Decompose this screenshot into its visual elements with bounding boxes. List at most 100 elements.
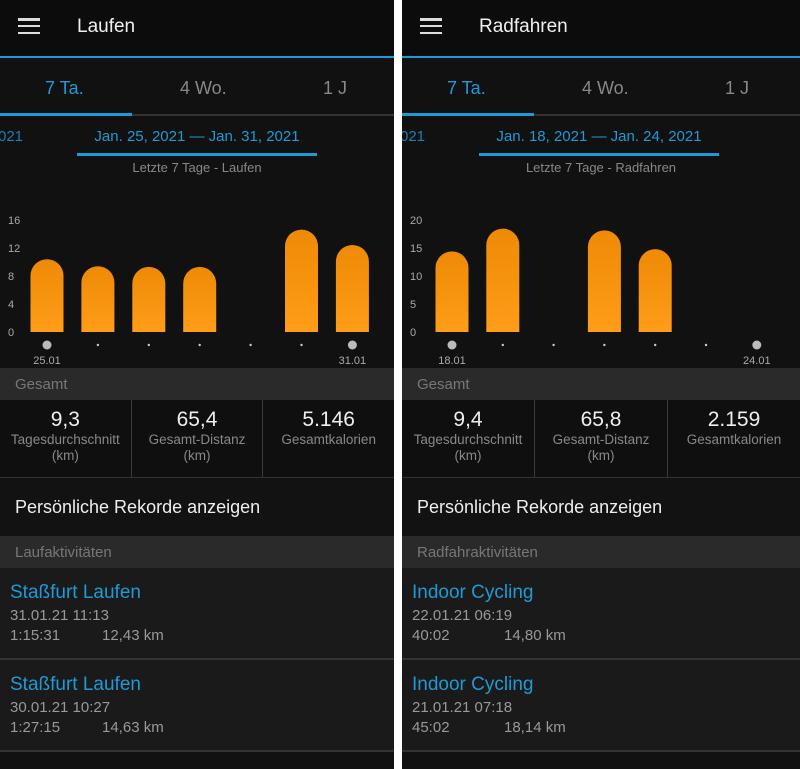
previous-range[interactable]: 021 bbox=[402, 128, 426, 145]
tab-0[interactable]: 7 Ta. bbox=[447, 78, 486, 98]
activity-list-item[interactable]: Staßfurt Laufen 31.01.21 11:13 1:15:31 12… bbox=[0, 568, 394, 660]
y-tick-label: 10 bbox=[410, 271, 422, 283]
hamburger-icon[interactable] bbox=[18, 18, 40, 34]
activity-list-item[interactable]: Indoor Cycling 22.01.21 06:19 40:02 14,80… bbox=[402, 568, 800, 660]
phone-screen-1: Radfahren 7 Ta. 4 Wo. 1 J 021 Jan. 18, 202… bbox=[402, 0, 800, 769]
stat-value: 5.146 bbox=[302, 408, 355, 431]
stat-unit: (km) bbox=[587, 448, 615, 463]
tab-2[interactable]: 1 J bbox=[725, 78, 750, 98]
y-tick-label: 12 bbox=[8, 243, 20, 255]
activity-duration: 1:27:15 bbox=[10, 719, 61, 736]
bar bbox=[486, 228, 520, 332]
tab-1[interactable]: 4 Wo. bbox=[582, 78, 629, 98]
day-dot bbox=[704, 343, 708, 347]
activity-list-item[interactable]: Indoor Cycling 21.01.21 07:18 45:02 18,14… bbox=[402, 660, 800, 752]
stat-label: Tagesdurchschnitt bbox=[10, 432, 120, 447]
y-tick-label: 20 bbox=[410, 215, 422, 227]
personal-records-link[interactable]: Persönliche Rekorde anzeigen bbox=[0, 478, 394, 536]
day-dot bbox=[198, 343, 201, 347]
summary-header: Gesamt bbox=[402, 368, 800, 400]
stat-value: 9,4 bbox=[453, 408, 483, 431]
date-marker bbox=[347, 340, 357, 350]
date-range[interactable]: Jan. 18, 2021 — Jan. 24, 2021 bbox=[496, 128, 702, 145]
activities-header: Radfahraktivitäten bbox=[402, 536, 800, 568]
bar-chart: 0 5 10 15 20 18.01 24.01 bbox=[410, 215, 771, 367]
stat-label: Gesamtkalorien bbox=[686, 432, 782, 447]
bar bbox=[587, 230, 621, 332]
date-range-pager[interactable]: 021 Jan. 18, 2021 — Jan. 24, 2021 bbox=[402, 116, 800, 160]
activity-list-item[interactable]: Staßfurt Laufen 30.01.21 10:27 1:27:15 14… bbox=[0, 660, 394, 752]
date-range-underline bbox=[77, 153, 317, 156]
hamburger-icon[interactable] bbox=[420, 18, 442, 34]
day-dot bbox=[552, 343, 555, 347]
stat-1: 65,8 Gesamt-Distanz (km) bbox=[535, 400, 668, 477]
y-tick-label: 0 bbox=[410, 327, 416, 339]
activity-datetime: 21.01.21 07:18 bbox=[412, 699, 513, 716]
day-dot bbox=[654, 343, 657, 347]
bar bbox=[435, 251, 469, 332]
tab-0[interactable]: 7 Ta. bbox=[45, 78, 84, 98]
tab-1[interactable]: 4 Wo. bbox=[180, 78, 227, 98]
activity-duration: 1:15:31 bbox=[10, 627, 61, 644]
stat-label: Gesamt-Distanz bbox=[552, 432, 650, 447]
activity-name[interactable]: Indoor Cycling bbox=[412, 674, 534, 695]
stat-label: Tagesdurchschnitt bbox=[413, 432, 523, 447]
active-tab-indicator bbox=[0, 113, 132, 116]
stat-label: Gesamt-Distanz bbox=[148, 432, 246, 447]
y-tick-label: 15 bbox=[410, 243, 422, 255]
page-title: Laufen bbox=[77, 16, 136, 37]
summary-header: Gesamt bbox=[0, 368, 394, 400]
chart-subtitle: Letzte 7 Tage - Laufen bbox=[132, 160, 262, 175]
stat-value: 2.159 bbox=[707, 408, 761, 431]
summary-stats: 9,3 Tagesdurchschnitt (km) 65,4 Gesamt-D… bbox=[0, 400, 394, 478]
activity-datetime: 22.01.21 06:19 bbox=[412, 607, 513, 624]
x-tick-label: 24.01 bbox=[743, 355, 771, 367]
phone-screen-0: Laufen 7 Ta. 4 Wo. 1 J 021 Jan. 25, 2021 —… bbox=[0, 0, 394, 769]
bar bbox=[183, 266, 217, 332]
day-dot bbox=[501, 343, 504, 347]
previous-range[interactable]: 021 bbox=[0, 128, 24, 145]
day-dot bbox=[147, 343, 150, 347]
x-tick-label: 18.01 bbox=[438, 355, 466, 367]
tab-2[interactable]: 1 J bbox=[323, 78, 348, 98]
activity-distance: 12,43 km bbox=[102, 627, 164, 644]
active-tab-indicator bbox=[402, 113, 534, 116]
bar bbox=[30, 259, 64, 332]
activity-datetime: 30.01.21 10:27 bbox=[10, 699, 111, 716]
activity-name[interactable]: Staßfurt Laufen bbox=[10, 582, 141, 603]
personal-records-link[interactable]: Persönliche Rekorde anzeigen bbox=[402, 478, 800, 536]
activity-duration: 40:02 bbox=[412, 627, 450, 644]
app-header: Radfahren bbox=[402, 0, 800, 56]
day-dot bbox=[249, 343, 252, 347]
stat-value: 65,8 bbox=[580, 408, 622, 431]
day-dot bbox=[603, 343, 606, 347]
bar bbox=[285, 229, 318, 332]
activity-distance: 14,80 km bbox=[504, 627, 566, 644]
date-marker bbox=[42, 340, 52, 350]
activity-distance: 18,14 km bbox=[504, 719, 566, 736]
x-tick-label: 31.01 bbox=[339, 355, 367, 367]
page-title: Radfahren bbox=[479, 16, 568, 37]
summary-stats: 9,4 Tagesdurchschnitt (km) 65,8 Gesamt-D… bbox=[402, 400, 800, 478]
period-tabs: 7 Ta. 4 Wo. 1 J bbox=[402, 58, 800, 116]
date-range-underline bbox=[479, 153, 719, 156]
date-range-pager[interactable]: 021 Jan. 25, 2021 — Jan. 31, 2021 bbox=[0, 116, 394, 160]
y-tick-label: 8 bbox=[8, 271, 14, 283]
stat-unit: (km) bbox=[183, 448, 211, 463]
stat-unit: (km) bbox=[51, 448, 79, 463]
date-marker bbox=[752, 340, 762, 350]
stat-value: 65,4 bbox=[176, 408, 218, 431]
period-tabs: 7 Ta. 4 Wo. 1 J bbox=[0, 58, 394, 116]
activity-name[interactable]: Staßfurt Laufen bbox=[10, 674, 141, 695]
y-tick-label: 0 bbox=[8, 327, 14, 339]
activity-name[interactable]: Indoor Cycling bbox=[412, 582, 534, 603]
stat-1: 65,4 Gesamt-Distanz (km) bbox=[132, 400, 264, 477]
x-tick-label: 25.01 bbox=[33, 355, 61, 367]
y-tick-label: 16 bbox=[8, 215, 20, 227]
date-range[interactable]: Jan. 25, 2021 — Jan. 31, 2021 bbox=[94, 128, 300, 145]
app-header: Laufen bbox=[0, 0, 394, 56]
bar-chart: 0 4 8 12 16 25.01 31.01 bbox=[8, 215, 369, 367]
bar bbox=[132, 266, 166, 332]
day-dot bbox=[96, 343, 100, 347]
date-marker bbox=[447, 340, 457, 350]
